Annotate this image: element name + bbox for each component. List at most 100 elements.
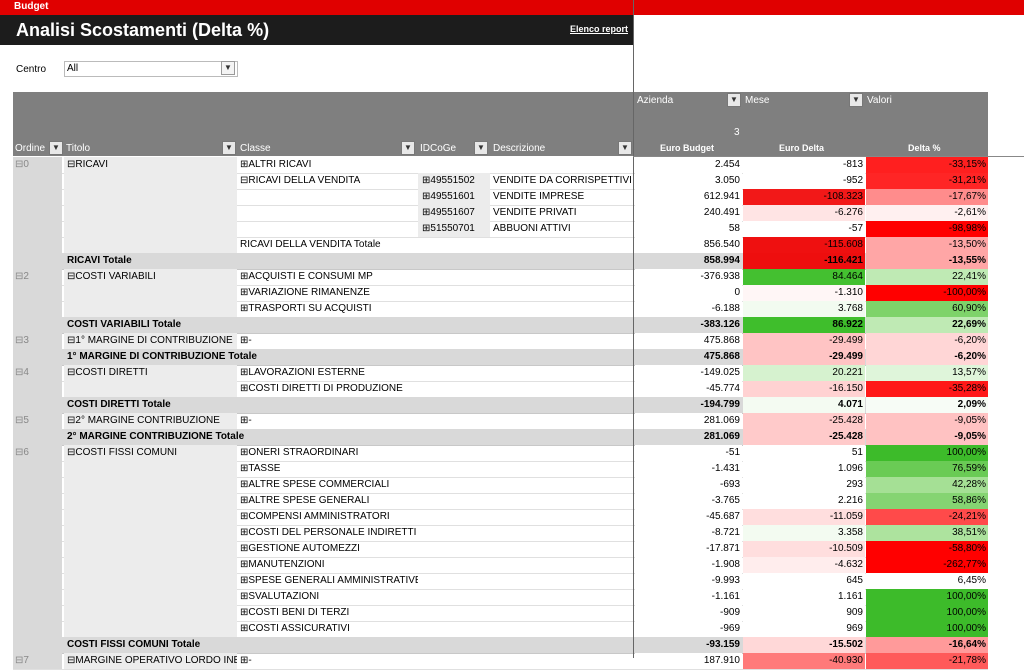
- ordine-cell[interactable]: ⊟6: [13, 445, 62, 461]
- delta-pct-cell: -262,77%: [866, 557, 988, 573]
- euro-delta-cell: -1.310: [743, 285, 865, 301]
- euro-delta-cell: -952: [743, 173, 865, 189]
- classe-cell[interactable]: ⊞COSTI DEL PERSONALE INDIRETTI: [240, 527, 417, 538]
- idcoge-cell: [418, 413, 490, 429]
- euro-budget-cell: 58: [635, 221, 742, 237]
- delta-pct-cell: -9,05%: [866, 413, 988, 429]
- euro-budget-cell: -194.799: [700, 399, 740, 410]
- classe-cell[interactable]: ⊞COMPENSI AMMINISTRATORI: [240, 511, 390, 522]
- euro-delta-cell: -29.499: [743, 333, 865, 349]
- titolo-cell[interactable]: ⊟COSTI FISSI COMUNI: [64, 445, 237, 461]
- euro-budget-cell: -17.871: [635, 541, 742, 557]
- idcoge-cell[interactable]: ⊞49551607: [418, 205, 490, 221]
- row-title: COSTI DIRETTI Totale: [67, 399, 171, 410]
- classe-cell[interactable]: ⊞COSTI ASSICURATIVI: [240, 623, 350, 634]
- table-row: ⊞ALTRE SPESE GENERALI -3.765 2.216 58,86%: [13, 493, 988, 510]
- classe-cell[interactable]: ⊞-: [240, 415, 252, 426]
- classe-cell[interactable]: ⊞ALTRI RICAVI: [240, 159, 312, 170]
- euro-delta-cell: -15.502: [743, 637, 865, 653]
- titolo-cell[interactable]: ⊟1° MARGINE DI CONTRIBUZIONE: [64, 333, 237, 349]
- titolo-cell[interactable]: ⊟COSTI DIRETTI: [64, 365, 237, 381]
- idcoge-cell[interactable]: ⊞49551601: [418, 189, 490, 205]
- ordine-cell[interactable]: ⊟5: [13, 413, 62, 429]
- descrizione-filter-icon[interactable]: ▼: [618, 141, 632, 155]
- subtotal-row: 1° MARGINE DI CONTRIBUZIONE Totale 475.86…: [13, 349, 988, 366]
- classe-cell[interactable]: ⊞TASSE: [240, 463, 281, 474]
- titolo-cell: [64, 573, 237, 589]
- ordine-cell: [13, 205, 62, 221]
- euro-delta-cell: 3.768: [743, 301, 865, 317]
- classe-cell[interactable]: ⊞MANUTENZIONI: [240, 559, 325, 570]
- descrizione-cell: [490, 365, 633, 381]
- ordine-cell[interactable]: ⊟3: [13, 333, 62, 349]
- titolo-cell[interactable]: ⊟COSTI VARIABILI: [64, 269, 237, 285]
- titolo-cell: [64, 173, 237, 189]
- classe-cell[interactable]: ⊞SVALUTAZIONI: [240, 591, 320, 602]
- descrizione-cell: [490, 333, 633, 349]
- classe-filter-icon[interactable]: ▼: [401, 141, 415, 155]
- euro-delta-cell: -25.428: [743, 429, 865, 445]
- classe-cell[interactable]: ⊞ALTRE SPESE GENERALI: [240, 495, 370, 506]
- centro-filter-select[interactable]: All: [64, 61, 238, 77]
- ordine-cell[interactable]: ⊟2: [13, 269, 62, 285]
- titolo-cell[interactable]: ⊟MARGINE OPERATIVO LORDO INE: [64, 653, 237, 669]
- classe-cell[interactable]: ⊞ALTRE SPESE COMMERCIALI: [240, 479, 390, 490]
- euro-delta-cell: 2.216: [743, 493, 865, 509]
- classe-cell[interactable]: ⊞VARIAZIONE RIMANENZE: [240, 287, 370, 298]
- titolo-filter-icon[interactable]: ▼: [222, 141, 236, 155]
- row-title: 2° MARGINE CONTRIBUZIONE Totale: [67, 431, 245, 442]
- table-row: ⊞49551607 VENDITE PRIVATI 240.491 -6.276 -2,…: [13, 205, 988, 222]
- classe-cell[interactable]: ⊞GESTIONE AUTOMEZZI: [240, 543, 360, 554]
- table-row: ⊞SVALUTAZIONI -1.161 1.161 100,00%: [13, 589, 988, 606]
- table-row: ⊟5 ⊟2° MARGINE CONTRIBUZIONE ⊞- 281.069 -25.…: [13, 413, 988, 430]
- subtotal-row: RICAVI Totale 858.994 -116.421 -13,55%: [13, 253, 988, 270]
- idcoge-cell[interactable]: ⊞51550701: [418, 221, 490, 237]
- table-row: ⊞COSTI DIRETTI DI PRODUZIONE -45.774 -16.1…: [13, 381, 988, 398]
- euro-delta-cell: -16.150: [743, 381, 865, 397]
- delta-pct-cell: 76,59%: [866, 461, 988, 477]
- classe-cell[interactable]: ⊞LAVORAZIONI ESTERNE: [240, 367, 365, 378]
- idcoge-cell: [418, 333, 490, 349]
- descrizione-cell: [490, 413, 633, 429]
- idcoge-cell: [418, 157, 490, 173]
- mese-filter-icon[interactable]: ▼: [849, 93, 863, 107]
- titolo-cell[interactable]: ⊟RICAVI: [64, 157, 237, 173]
- titolo-cell: [64, 541, 237, 557]
- descrizione-cell: VENDITE DA CORRISPETTIVI: [493, 175, 632, 186]
- classe-cell[interactable]: ⊞ONERI STRAORDINARI: [240, 447, 359, 458]
- ordine-cell[interactable]: ⊟0: [13, 157, 62, 173]
- euro-budget-cell: -93.159: [706, 639, 740, 650]
- classe-cell[interactable]: ⊞TRASPORTI SU ACQUISTI: [240, 303, 372, 314]
- idcoge-cell: [418, 525, 490, 541]
- idcoge-cell: [418, 621, 490, 637]
- euro-delta-cell: 969: [743, 621, 865, 637]
- ordine-cell[interactable]: ⊟7: [13, 653, 62, 669]
- ordine-cell[interactable]: ⊟4: [13, 365, 62, 381]
- euro-delta-cell: -25.428: [743, 413, 865, 429]
- classe-cell[interactable]: ⊟RICAVI DELLA VENDITA: [240, 175, 361, 186]
- euro-budget-cell: -1.431: [635, 461, 742, 477]
- classe-cell[interactable]: ⊞-: [240, 655, 252, 666]
- ordine-cell: [13, 589, 62, 605]
- row-title: 1° MARGINE DI CONTRIBUZIONE Totale: [67, 351, 257, 362]
- idcoge-cell[interactable]: ⊞49551502: [418, 173, 490, 189]
- centro-dropdown-icon[interactable]: ▼: [221, 61, 235, 75]
- classe-cell[interactable]: ⊞SPESE GENERALI AMMINISTRATIVE: [240, 575, 418, 586]
- euro-delta-cell: -4.632: [743, 557, 865, 573]
- classe-cell[interactable]: ⊞COSTI DIRETTI DI PRODUZIONE: [240, 383, 403, 394]
- classe-cell[interactable]: ⊞ACQUISTI E CONSUMI MP: [240, 271, 373, 282]
- report-list-link[interactable]: Elenco report: [570, 24, 629, 34]
- delta-pct-cell: 100,00%: [866, 621, 988, 637]
- ordine-filter-icon[interactable]: ▼: [49, 141, 63, 155]
- euro-budget-cell: -45.687: [635, 509, 742, 525]
- classe-cell[interactable]: ⊞COSTI BENI DI TERZI: [240, 607, 350, 618]
- azienda-filter-icon[interactable]: ▼: [727, 93, 741, 107]
- delta-pct-cell: 42,28%: [866, 477, 988, 493]
- euro-delta-cell: 20.221: [743, 365, 865, 381]
- delta-pct-cell: -100,00%: [866, 285, 988, 301]
- classe-cell[interactable]: ⊞-: [240, 335, 252, 346]
- idcoge-filter-icon[interactable]: ▼: [474, 141, 488, 155]
- idcoge-cell: [418, 285, 490, 301]
- euro-delta-cell: -108.323: [743, 189, 865, 205]
- titolo-cell[interactable]: ⊟2° MARGINE CONTRIBUZIONE: [64, 413, 237, 429]
